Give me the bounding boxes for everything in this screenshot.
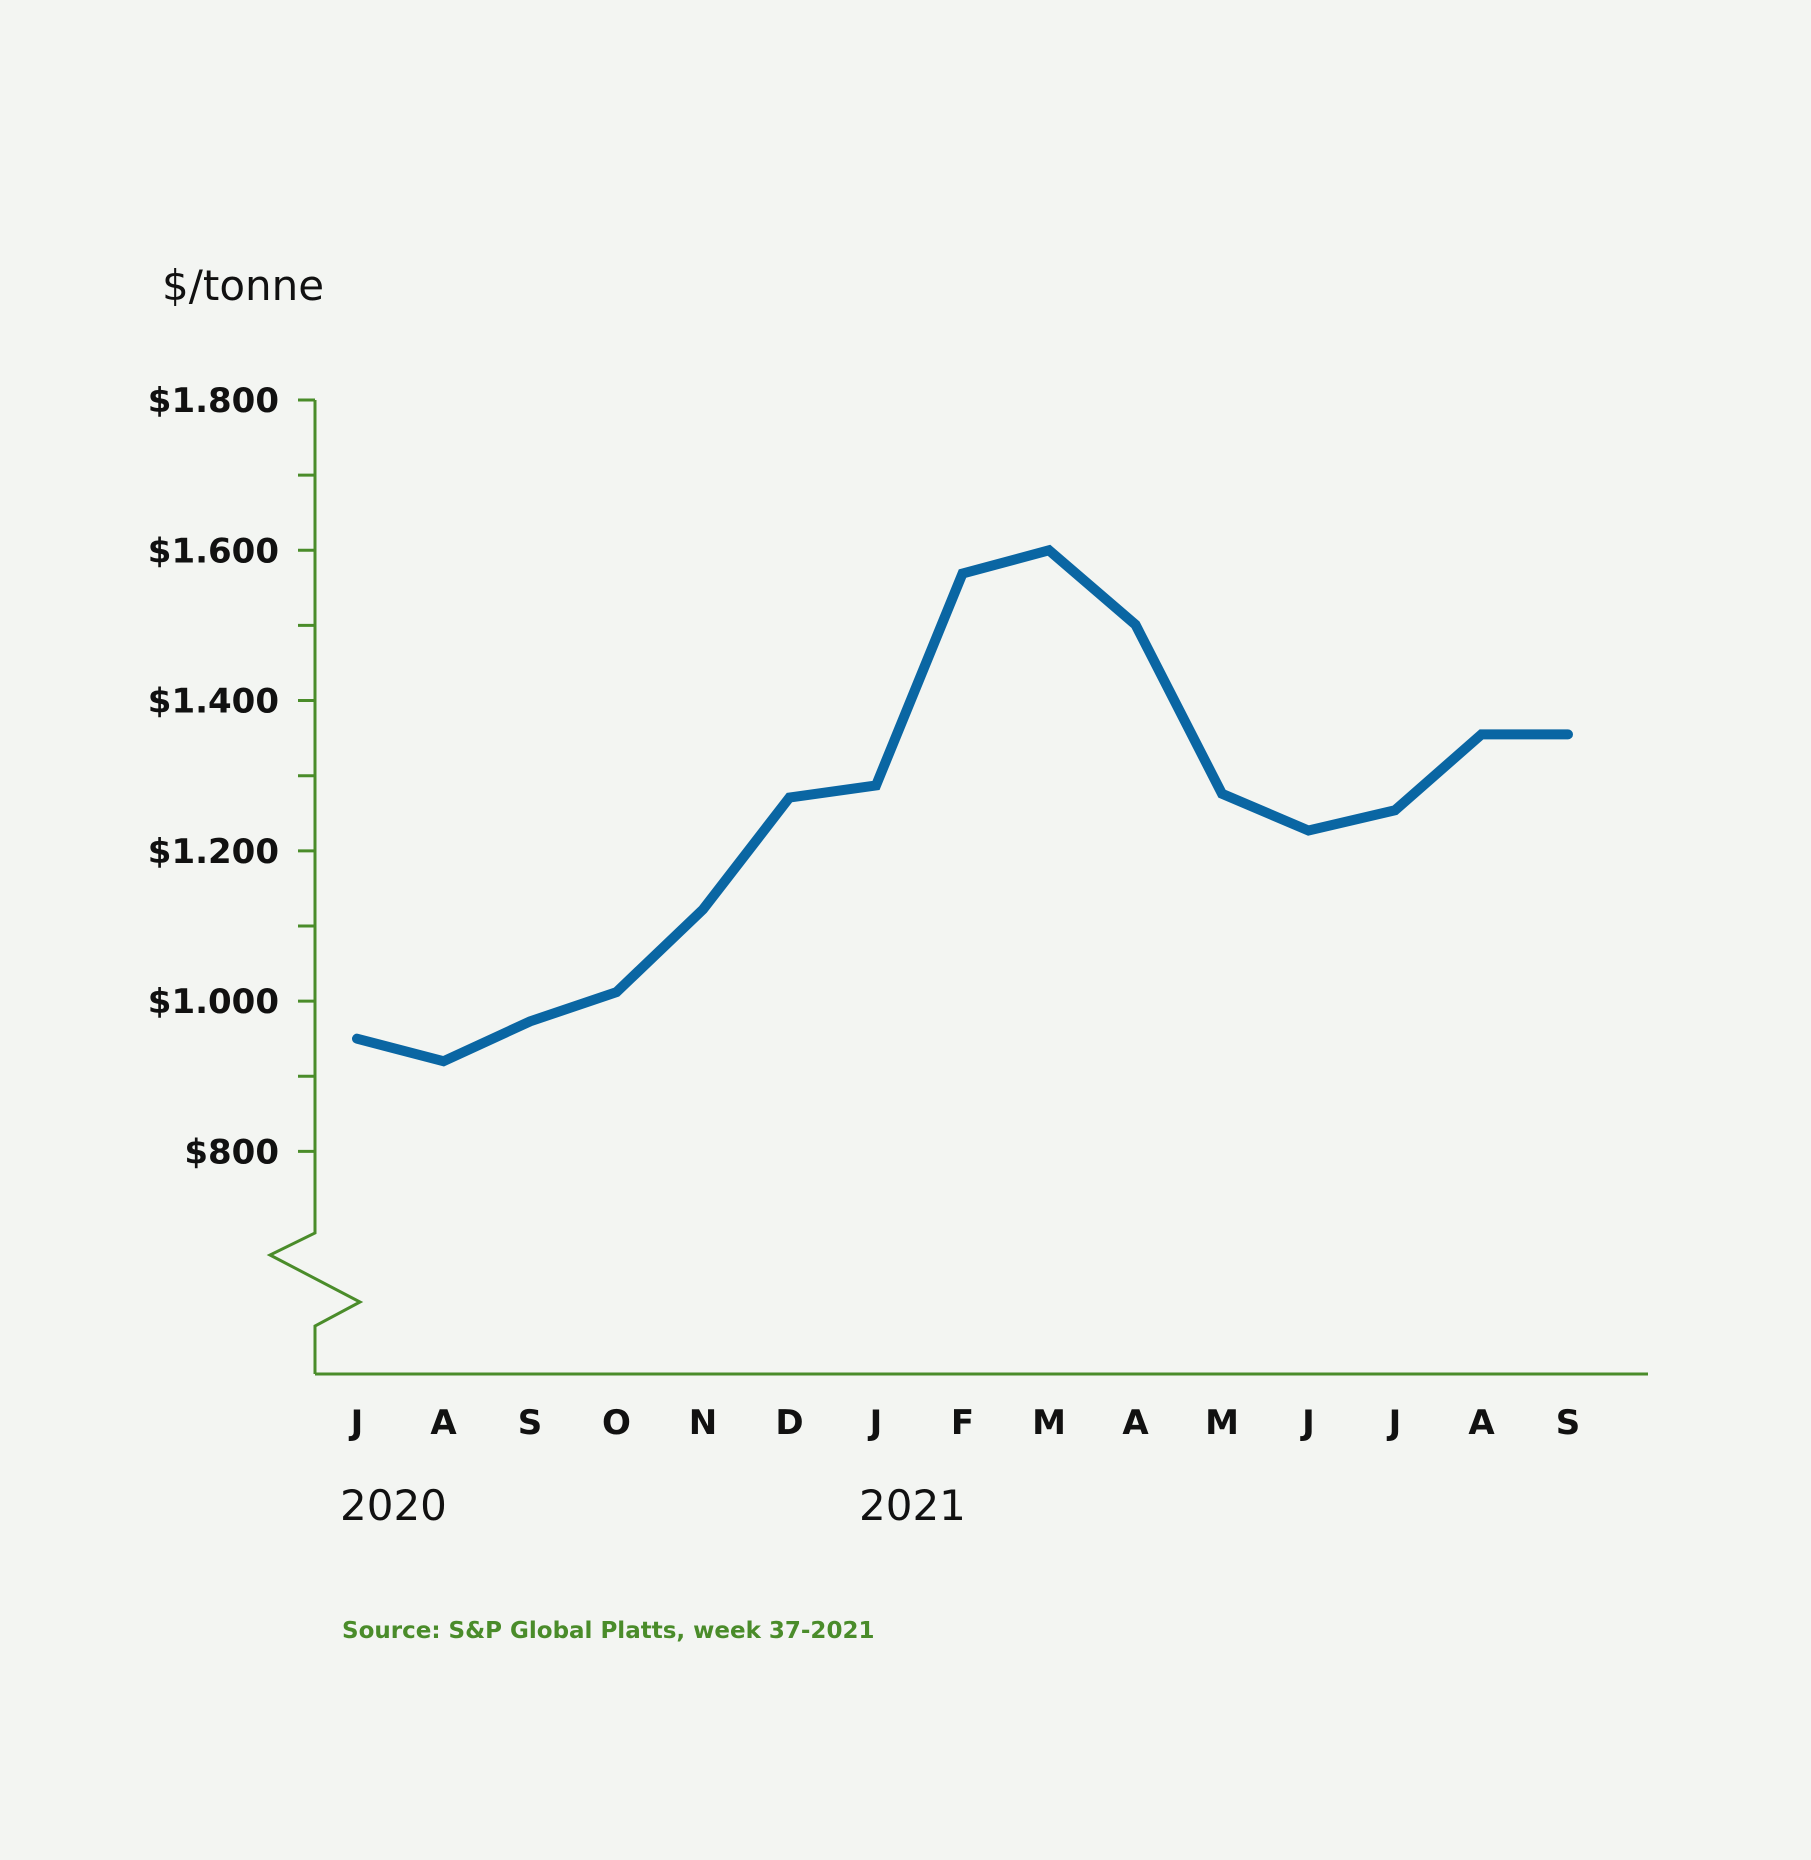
data-point	[525, 1016, 535, 1026]
data-point	[1044, 545, 1054, 555]
x-tick-label: J	[1387, 1403, 1402, 1443]
y-tick-label: $1.600	[148, 531, 279, 571]
y-tick-label: $800	[184, 1132, 279, 1172]
data-point	[1477, 729, 1487, 739]
x-tick-label: A	[430, 1403, 457, 1443]
y-tick-label: $1.800	[148, 381, 279, 421]
x-tick-label: F	[951, 1403, 974, 1443]
data-point	[612, 987, 622, 997]
x-tick-label: S	[1556, 1403, 1581, 1443]
series-line	[352, 544, 1573, 1067]
x-tick-label: A	[1122, 1403, 1149, 1443]
series-layer	[352, 544, 1573, 1067]
y-axis-ticks: $800 $1.000 $1.200 $1.400 $1.600 $1.800	[148, 381, 315, 1172]
data-point	[785, 792, 795, 802]
data-point	[1131, 620, 1141, 630]
x-tick-label: J	[868, 1403, 883, 1443]
x-tick-label: M	[1032, 1403, 1066, 1443]
x-tick-label: N	[689, 1403, 717, 1443]
data-point	[1390, 805, 1400, 815]
year-label: 2021	[859, 1481, 966, 1530]
source-note: Source: S&P Global Platts, week 37-2021	[342, 1618, 874, 1644]
data-point	[1304, 826, 1314, 836]
x-tick-label: D	[775, 1403, 803, 1443]
data-point	[958, 569, 968, 579]
axes	[266, 400, 1648, 1376]
y-tick-label: $1.200	[148, 832, 279, 872]
data-point	[439, 1056, 449, 1066]
x-tick-label: J	[1300, 1403, 1315, 1443]
x-tick-label: J	[349, 1403, 364, 1443]
year-labels: 2020 2021	[340, 1481, 966, 1530]
x-tick-label: M	[1205, 1403, 1239, 1443]
x-tick-label: O	[602, 1403, 631, 1443]
x-tick-label: S	[518, 1403, 543, 1443]
x-tick-label: A	[1468, 1403, 1495, 1443]
data-point	[871, 780, 881, 790]
data-point	[698, 904, 708, 914]
y-axis-line	[266, 400, 364, 1374]
data-point	[1217, 789, 1227, 799]
data-point	[352, 1034, 362, 1044]
data-point	[1563, 729, 1573, 739]
y-tick-label: $1.000	[148, 982, 279, 1022]
year-label: 2020	[340, 1481, 447, 1530]
y-tick-label: $1.400	[148, 682, 279, 722]
y-axis-unit-label: $/tonne	[162, 261, 324, 310]
